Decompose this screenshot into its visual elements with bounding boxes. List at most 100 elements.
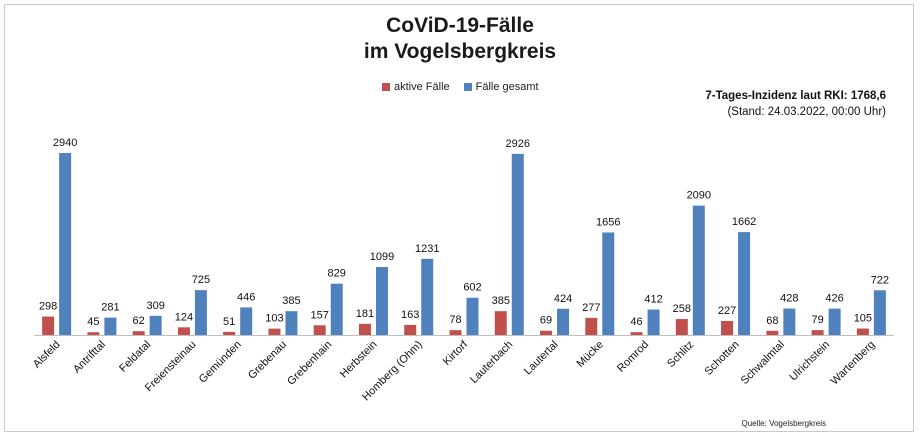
label-active-14: 258 [673,303,691,315]
bar-active-1 [87,332,100,335]
label-total-13: 412 [644,293,662,305]
legend-item-active: aktive Fälle [382,81,450,93]
chart-frame [4,4,914,432]
label-active-0: 298 [39,301,57,313]
category-label-17: Ulrichstein [787,339,832,384]
category-label-18: Wartenberg [829,339,878,388]
label-active-13: 46 [630,316,642,328]
bar-active-14 [675,319,688,335]
label-total-10: 2926 [506,138,530,150]
bar-total-4 [240,307,253,335]
category-label-13: Romrod [615,339,651,375]
bar-active-7 [358,323,371,335]
bar-total-1 [104,317,117,335]
label-active-16: 68 [766,315,778,327]
label-active-9: 78 [449,314,461,326]
chart-subtitle: im Vogelsbergkreis [363,40,557,63]
bar-total-18 [873,290,886,335]
bar-active-0 [42,316,55,335]
label-total-18: 722 [871,274,889,286]
category-label-14: Schlitz [665,339,696,370]
bar-total-17 [828,308,841,335]
label-total-16: 428 [780,293,798,305]
bar-total-12 [602,232,615,335]
bar-active-16 [766,330,779,335]
bar-active-15 [721,320,734,335]
label-active-2: 62 [133,315,145,327]
category-label-1: Antrifttal [71,339,108,376]
label-total-2: 309 [146,300,164,312]
label-active-15: 227 [718,305,736,317]
label-active-12: 277 [582,302,600,314]
legend-label-active: aktive Fälle [394,81,450,93]
bar-total-9 [466,297,479,335]
label-total-1: 281 [101,302,119,314]
bar-active-4 [223,331,236,335]
label-total-9: 602 [463,282,481,294]
incidence-box: 7-Tages-Inzidenz laut RKI: 1768,6 (Stand… [705,88,886,120]
bar-active-12 [585,317,598,335]
category-label-15: Schotten [703,339,742,378]
bar-total-10 [511,153,524,335]
source-note: Quelle: Vogelsbergkreis [741,419,827,428]
label-active-17: 79 [811,314,823,326]
bar-total-5 [285,311,298,335]
bar-active-9 [449,330,462,335]
bar-active-3 [177,327,190,335]
label-total-5: 385 [282,295,300,307]
bar-active-8 [404,324,417,335]
label-total-4: 446 [237,291,255,303]
label-active-10: 385 [492,295,510,307]
bar-total-16 [783,308,796,335]
label-active-7: 181 [356,308,374,320]
category-label-16: Schwalmtal [739,339,787,387]
bar-total-14 [692,205,705,335]
label-active-11: 69 [540,315,552,327]
category-label-10: Lauterbach [468,339,515,386]
label-active-6: 157 [311,309,329,321]
label-active-4: 51 [223,316,235,328]
label-total-12: 1656 [596,216,620,228]
bar-total-2 [149,315,162,335]
bar-total-15 [738,232,751,335]
category-label-9: Kirtorf [441,338,471,368]
label-active-3: 124 [175,311,193,323]
bar-active-10 [494,311,507,335]
category-label-2: Feldatal [117,339,153,375]
label-active-1: 45 [87,316,99,328]
legend-swatch-total [463,83,472,91]
label-total-6: 829 [328,268,346,280]
bar-active-13 [630,332,643,335]
bar-total-13 [647,309,660,335]
bar-total-8 [421,258,434,335]
label-active-5: 103 [265,313,283,325]
category-label-4: Gemünden [197,339,244,386]
label-total-8: 1231 [415,243,439,255]
label-total-7: 1099 [370,251,394,263]
label-total-14: 2090 [687,190,711,202]
bar-active-6 [313,325,326,335]
label-total-11: 424 [554,293,572,305]
bar-total-3 [194,290,207,335]
bar-total-0 [59,153,72,335]
bar-active-11 [540,330,553,335]
legend-item-total: Fälle gesamt [463,81,539,93]
bar-active-18 [856,328,869,335]
legend-label-total: Fälle gesamt [475,81,539,93]
category-label-5: Grebenau [246,339,289,382]
incidence-stand: (Stand: 24.03.2022, 00:00 Uhr) [727,106,886,118]
bar-active-17 [811,330,824,335]
chart-title: CoViD-19-Fälle [386,14,534,37]
bar-active-2 [132,331,145,335]
category-label-12: Mücke [575,339,606,370]
label-total-0: 2940 [53,137,77,149]
label-active-18: 105 [854,313,872,325]
category-label-7: Herbstein [338,339,380,381]
bar-total-6 [330,283,343,335]
label-total-15: 1662 [732,216,756,228]
legend: aktive Fälle Fälle gesamt [382,81,553,93]
category-label-6: Grebenhain [285,339,334,388]
label-total-3: 725 [192,274,210,286]
category-label-11: Lautertal [522,339,561,378]
